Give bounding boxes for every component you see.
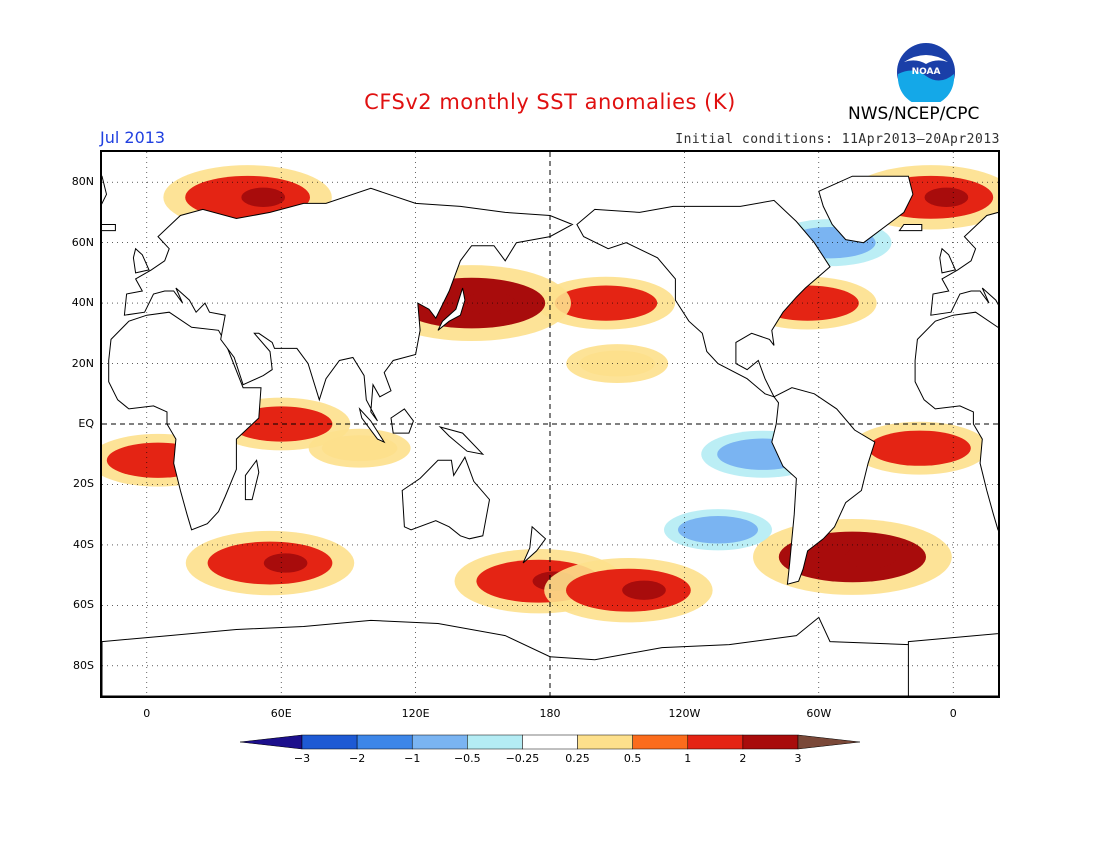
colorbar-segment: [632, 734, 689, 750]
latitude-label: 20S: [73, 477, 94, 491]
colorbar-segment: [742, 734, 799, 750]
colorbar-segment: [522, 734, 578, 750]
colorbar-label: 2: [739, 752, 747, 765]
colorbar-segment: [577, 734, 633, 750]
logo-text: NOAA: [912, 67, 941, 77]
sst-anomaly-map: [100, 150, 1000, 698]
latitude-label: 80N: [71, 175, 94, 189]
colorbar-label: 0.5: [623, 752, 642, 765]
longitude-label: 0: [143, 707, 151, 720]
landmass-borneo: [390, 408, 414, 434]
latitude-label: 20N: [71, 356, 94, 370]
latitude-label: 40N: [71, 296, 94, 310]
landmass-eurasia: [123, 187, 574, 422]
longitude-label: 60E: [270, 707, 292, 720]
colorbar-label: −1: [404, 752, 421, 765]
anomaly-core: [924, 187, 969, 207]
longitude-label: 0: [949, 707, 957, 720]
anomaly-region: [868, 430, 971, 466]
colorbar-label: 0.25: [565, 752, 590, 765]
colorbar-segment: [411, 734, 468, 750]
landmass-greenland: [102, 175, 108, 205]
anomaly-region: [678, 516, 758, 544]
landmass-north-america-wrap: [576, 199, 831, 398]
initial-conditions: Initial conditions: 11Apr2013–20Apr2013: [675, 132, 1000, 147]
anomaly-region: [321, 435, 398, 462]
landmass-madagascar: [244, 459, 260, 501]
landmass-iceland: [102, 224, 116, 232]
colorbar-label: 3: [794, 752, 802, 765]
agency-label: NWS/NCEP/CPC: [848, 104, 980, 124]
landmass-new-zealand: [522, 525, 547, 564]
landmass-iceland-wrap: [898, 224, 923, 232]
anomaly-core: [464, 291, 516, 315]
colorbar-segment: [356, 734, 413, 750]
colorbar-label: −2: [349, 752, 366, 765]
latitude-label: 60N: [71, 235, 94, 249]
anomaly-core: [845, 545, 897, 569]
landmass-antarctica-wrap: [907, 633, 998, 696]
anomaly-core: [622, 580, 666, 600]
longitude-label: 120E: [401, 707, 430, 720]
landmass-uk-wrap: [939, 247, 957, 274]
landmass-japan: [437, 287, 466, 331]
chart-title: CFSv2 monthly SST anomalies (K): [364, 90, 736, 114]
anomaly-region: [554, 285, 658, 321]
landmass-new-guinea: [438, 426, 485, 455]
colorbar-label: −0.5: [453, 752, 481, 765]
latitude-label: EQ: [78, 417, 94, 430]
landmass-south-america-wrap: [771, 387, 876, 585]
landmass-sumatra: [358, 407, 386, 444]
map-canvas: [102, 152, 998, 696]
noaa-logo: NOAA: [897, 43, 955, 102]
longitude-label: 60W: [806, 707, 832, 720]
colorbar-label: −3: [293, 752, 311, 765]
anomaly-core: [263, 553, 308, 573]
landmass-africa: [108, 311, 262, 531]
colorbar-label: 1: [684, 752, 692, 765]
colorbar-segment: [797, 734, 860, 750]
forecast-month: Jul 2013: [100, 128, 166, 147]
colorbar-segment: [301, 734, 358, 750]
landmass-eurasia-wrap: [930, 211, 998, 316]
landmass-australia: [401, 456, 491, 540]
latitude-label: 60S: [73, 598, 94, 612]
longitude-label: 180: [539, 707, 561, 720]
latitude-label: 80S: [73, 658, 94, 672]
colorbar-segment: [467, 734, 523, 750]
grid-layer: [102, 152, 998, 696]
landmass-greenland-wrap: [818, 175, 914, 244]
latitude-label: 40S: [73, 537, 94, 551]
anomaly-core: [241, 187, 286, 207]
longitude-label: 120W: [668, 707, 701, 720]
colorbar-label: −0.25: [505, 752, 540, 765]
colorbar: [240, 734, 860, 750]
colorbar-segment: [240, 734, 303, 750]
landmass-uk: [132, 247, 150, 274]
colorbar-segment: [687, 734, 744, 750]
landmass-africa-wrap: [914, 311, 998, 531]
